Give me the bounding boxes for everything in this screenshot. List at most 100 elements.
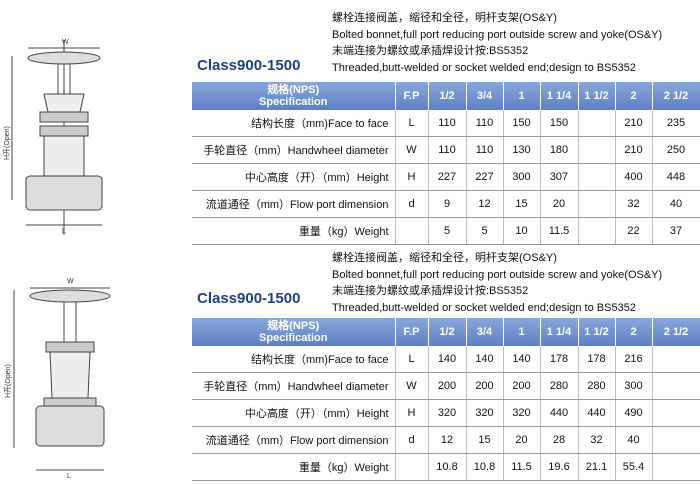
description-line: Threaded,butt-welded or socket welded en… (332, 61, 636, 74)
cell: 150 (503, 110, 541, 137)
row-label: 重量（kg）Weight (192, 453, 396, 481)
cell: 15 (503, 190, 541, 218)
description-line: Bolted bonnet,full port reducing port ou… (332, 28, 663, 41)
description-line: 末端连接为螺纹或承插焊设计按:BS5352 (332, 45, 529, 57)
dim-label: W (67, 278, 74, 285)
row-symbol: d (395, 190, 429, 218)
row-label: 中心高度（开）（mm）Height (192, 163, 396, 191)
valve-drawing: W H开(Open) L (3, 39, 103, 235)
dim-label: L (62, 228, 66, 235)
header-cell: 2 1/2 (652, 318, 700, 346)
table-row: 流道通径（mm）Flow port dimension d 9 12 15 20 32 40 (192, 190, 700, 218)
header-cell: 2 1/2 (652, 82, 700, 110)
header-cell: 1/2 (428, 318, 467, 346)
header-cell: 规格(NPS) Specification (192, 82, 396, 110)
cell: 280 (540, 372, 579, 400)
cell (578, 163, 616, 191)
row-label: 中心高度（开）（mm）Height (192, 399, 396, 427)
header-cell: 1 1/4 (540, 82, 579, 110)
cell: 300 (615, 372, 653, 400)
cell: 10.8 (428, 453, 467, 481)
cell: 40 (615, 426, 653, 454)
cell: 11.5 (503, 453, 541, 481)
table-row: 流道通径（mm）Flow port dimension d 12 15 20 28 32 40 (192, 426, 700, 454)
header-text: 规格(NPS) (267, 84, 320, 96)
cell: 140 (466, 346, 504, 373)
cell: 320 (428, 399, 467, 427)
cell: 21.1 (578, 453, 616, 481)
class-title: Class900-1500 (197, 290, 301, 307)
cell: 20 (503, 426, 541, 454)
header-text: 规格(NPS) (267, 320, 320, 332)
row-symbol: W (395, 372, 429, 400)
cell: 9 (428, 190, 467, 218)
table-row: 中心高度（开）（mm）Height H 320 320 320 440 440 490 (192, 399, 700, 427)
dim-label: H开(Open) (4, 364, 12, 398)
row-label: 结构长度（mm)Face to face (192, 110, 396, 137)
cell: 110 (466, 136, 504, 164)
row-label: 流道通径（mm）Flow port dimension (192, 190, 396, 218)
cell: 490 (615, 399, 653, 427)
cell: 22 (615, 217, 653, 245)
cell (652, 346, 700, 373)
row-label: 手轮直径（mm）Handwheel diameter (192, 372, 396, 400)
cell: 140 (428, 346, 467, 373)
row-symbol: H (395, 399, 429, 427)
row-symbol: L (395, 346, 429, 373)
cell: 20 (540, 190, 579, 218)
section: W H开(Open) L 螺栓连接阀盖，缩径和全径，明杆支架(OS&Y) Bolt… (3, 12, 700, 245)
cell: 210 (615, 110, 653, 137)
header-cell: 2 (615, 82, 653, 110)
description: 螺栓连接阀盖，缩径和全径，明杆支架(OS&Y) Bolted bonnet,ful… (332, 250, 700, 316)
cell (652, 426, 700, 454)
cell: 10 (503, 217, 541, 245)
cell: 5 (466, 217, 504, 245)
valve-drawing: W H开(Open) L (4, 278, 111, 480)
header-cell: 1 1/2 (578, 82, 616, 110)
row-symbol (395, 453, 429, 481)
row-label: 流道通径（mm）Flow port dimension (192, 426, 396, 454)
cell: 110 (466, 110, 504, 137)
row-symbol: d (395, 426, 429, 454)
cell: 40 (652, 190, 700, 218)
cell: 200 (466, 372, 504, 400)
cell: 178 (540, 346, 579, 373)
row-label: 手轮直径（mm）Handwheel diameter (192, 136, 396, 164)
table-row: 手轮直径（mm）Handwheel diameter W 200 200 200 280 2… (192, 372, 700, 400)
cell: 250 (652, 136, 700, 164)
cell: 300 (503, 163, 541, 191)
cell: 320 (503, 399, 541, 427)
cell: 28 (540, 426, 579, 454)
header-cell: F.P (395, 82, 429, 110)
cell: 440 (540, 399, 579, 427)
cell: 11.5 (540, 217, 579, 245)
cell: 37 (652, 217, 700, 245)
cell (578, 190, 616, 218)
header-cell: 2 (615, 318, 653, 346)
cell (652, 399, 700, 427)
cell: 130 (503, 136, 541, 164)
cell: 180 (540, 136, 579, 164)
dim-label: H开(Open) (3, 126, 11, 160)
cell: 280 (578, 372, 616, 400)
header-cell: F.P (395, 318, 429, 346)
cell: 210 (615, 136, 653, 164)
header-text: Specification (259, 332, 328, 344)
cell (578, 136, 616, 164)
dim-label: L (67, 473, 71, 480)
cell: 15 (466, 426, 504, 454)
spec-table: 规格(NPS) Specification F.P 1/2 3/4 1 1 1/4 1 1/2… (192, 82, 700, 245)
header-cell: 1 1/4 (540, 318, 579, 346)
row-label: 重量（kg）Weight (192, 217, 396, 245)
cell: 227 (428, 163, 467, 191)
description-line: 末端连接为螺纹或承插焊设计按:BS5352 (332, 285, 529, 297)
cell: 32 (578, 426, 616, 454)
header-cell: 3/4 (466, 318, 504, 346)
table-row: 重量（kg）Weight 5 5 10 11.5 22 37 (192, 217, 700, 245)
cell: 235 (652, 110, 700, 137)
cell: 200 (428, 372, 467, 400)
row-symbol (395, 217, 429, 245)
cell: 12 (428, 426, 467, 454)
cell: 110 (428, 136, 467, 164)
